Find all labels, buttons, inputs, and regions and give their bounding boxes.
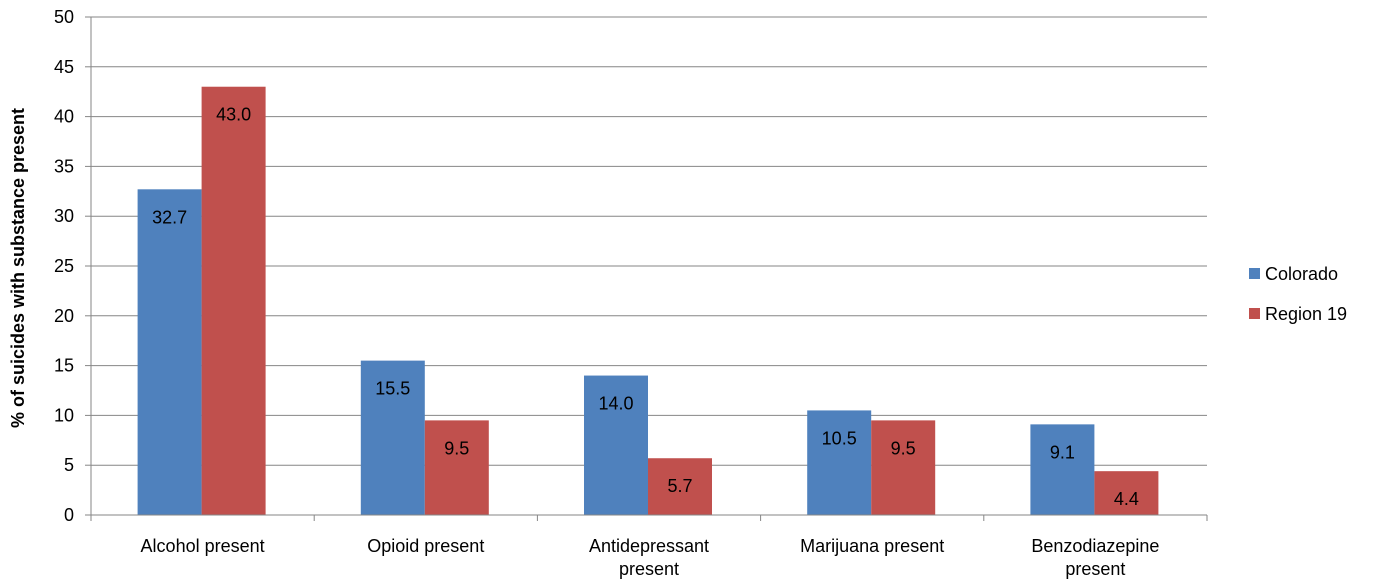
x-category-label: Alcohol present xyxy=(141,536,265,556)
y-tick-labels: 0 5 10 15 20 25 30 35 40 45 50 xyxy=(54,7,74,525)
y-tick-label: 45 xyxy=(54,57,74,77)
legend-swatch xyxy=(1249,268,1260,279)
y-tick-label: 15 xyxy=(54,356,74,376)
y-tick-label: 25 xyxy=(54,256,74,276)
bar xyxy=(1094,471,1159,515)
data-label: 9.5 xyxy=(444,438,469,458)
bar xyxy=(1030,424,1095,515)
bar xyxy=(360,360,425,515)
bar xyxy=(424,420,489,515)
data-label: 9.5 xyxy=(891,438,916,458)
y-tick-label: 5 xyxy=(64,455,74,475)
data-labels: 32.7 43.0 15.5 9.5 14.0 5.7 10.5 9.5 9.1 4.4 xyxy=(152,105,1139,509)
legend-label: Colorado xyxy=(1265,264,1338,284)
y-tick-label: 35 xyxy=(54,156,74,176)
data-label: 14.0 xyxy=(598,394,633,414)
x-category-label: Antidepressant present xyxy=(589,536,709,579)
y-tick-label: 30 xyxy=(54,206,74,226)
data-label: 32.7 xyxy=(152,207,187,227)
data-label: 5.7 xyxy=(667,476,692,496)
x-category-label: Opioid present xyxy=(367,536,484,556)
data-label: 10.5 xyxy=(822,428,857,448)
axes xyxy=(85,16,1208,521)
bar xyxy=(807,410,872,515)
y-tick-label: 50 xyxy=(54,7,74,27)
bar xyxy=(201,86,266,515)
y-tick-label: 0 xyxy=(64,505,74,525)
y-tick-label: 10 xyxy=(54,405,74,425)
bars xyxy=(137,86,1159,516)
x-category-label: Benzodiazepine present xyxy=(1031,536,1159,579)
data-label: 15.5 xyxy=(375,379,410,399)
gridlines xyxy=(91,16,1207,466)
bar xyxy=(648,458,712,515)
y-tick-label: 20 xyxy=(54,306,74,326)
data-label: 9.1 xyxy=(1050,442,1075,462)
legend: Colorado Region 19 xyxy=(1249,264,1347,324)
bar xyxy=(584,375,648,515)
data-label: 4.4 xyxy=(1114,489,1139,509)
legend-swatch xyxy=(1249,308,1260,319)
y-axis-label: % of suicides with substance present xyxy=(8,108,28,428)
x-category-labels: Alcohol present Opioid present Antidepress… xyxy=(141,536,1160,579)
x-category-label: Marijuana present xyxy=(800,536,944,556)
data-label: 43.0 xyxy=(216,105,251,125)
bar xyxy=(871,420,936,515)
y-tick-label: 40 xyxy=(54,107,74,127)
legend-label: Region 19 xyxy=(1265,304,1347,324)
bar xyxy=(137,189,202,516)
